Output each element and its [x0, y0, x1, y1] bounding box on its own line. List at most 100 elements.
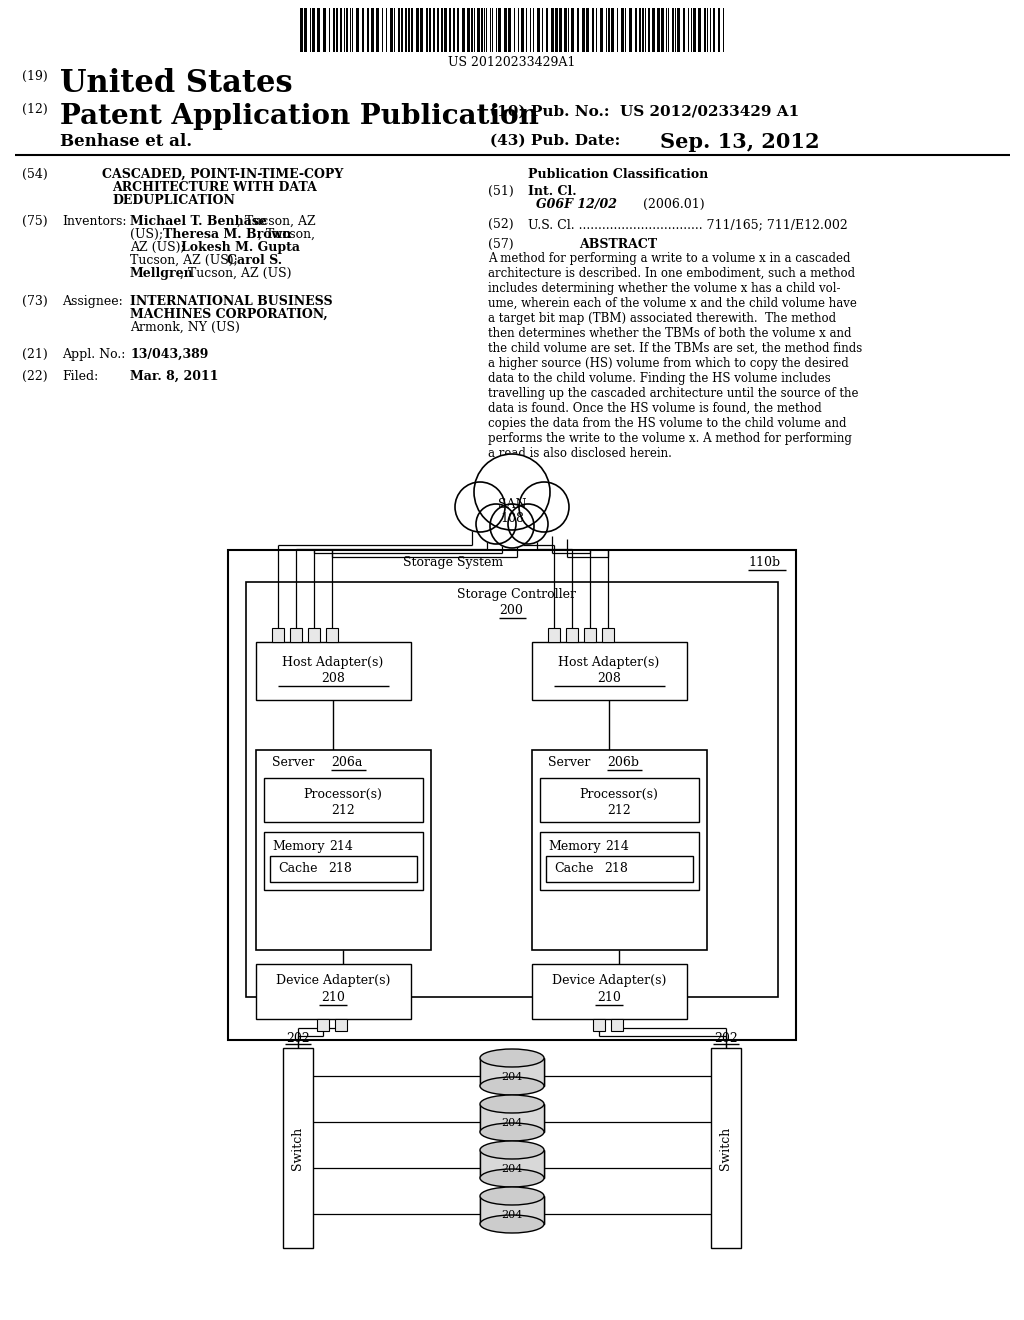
Bar	[379, 8, 382, 51]
Bar	[718, 8, 720, 51]
Text: Theresa M. Brown: Theresa M. Brown	[163, 228, 292, 242]
Bar	[290, 628, 302, 642]
Ellipse shape	[480, 1140, 544, 1159]
Bar	[574, 8, 577, 51]
Text: Publication Classification: Publication Classification	[528, 168, 709, 181]
Ellipse shape	[480, 1123, 544, 1140]
Bar	[317, 8, 319, 51]
Text: G06F 12/02: G06F 12/02	[536, 198, 617, 211]
Bar	[548, 628, 560, 642]
Bar	[426, 8, 428, 51]
Bar	[330, 8, 333, 51]
Text: MACHINES CORPORATION,: MACHINES CORPORATION,	[130, 308, 328, 321]
Bar	[326, 628, 338, 642]
Bar	[577, 8, 579, 51]
Text: United States: United States	[60, 69, 293, 99]
Bar	[540, 777, 699, 822]
Bar	[340, 8, 342, 51]
Text: Mar. 8, 2011: Mar. 8, 2011	[130, 370, 218, 383]
Bar	[342, 8, 344, 51]
Bar	[566, 628, 578, 642]
Text: Armonk, NY (US): Armonk, NY (US)	[130, 321, 240, 334]
Text: DEDUPLICATION: DEDUPLICATION	[112, 194, 234, 207]
Bar	[579, 8, 582, 51]
Text: Appl. No.:: Appl. No.:	[62, 348, 125, 360]
Bar	[708, 8, 710, 51]
Text: 202: 202	[714, 1032, 738, 1045]
Bar	[411, 8, 413, 51]
Bar	[398, 8, 400, 51]
Bar	[480, 1059, 544, 1086]
Bar	[635, 8, 637, 51]
Bar	[429, 8, 431, 51]
Text: Host Adapter(s): Host Adapter(s)	[558, 656, 659, 669]
Bar	[519, 8, 521, 51]
Bar	[532, 964, 687, 1019]
Text: Cache: Cache	[554, 862, 594, 875]
Bar	[228, 550, 796, 1040]
Bar	[711, 1048, 741, 1247]
Bar	[338, 8, 340, 51]
Bar	[416, 8, 419, 51]
Circle shape	[455, 482, 505, 532]
Bar	[521, 8, 524, 51]
Bar	[256, 642, 411, 700]
Bar	[420, 8, 423, 51]
Bar	[462, 8, 465, 51]
Bar	[611, 8, 614, 51]
Text: ARCHITECTURE WITH DATA: ARCHITECTURE WITH DATA	[112, 181, 316, 194]
Bar	[283, 1048, 313, 1247]
Bar	[323, 8, 326, 51]
Bar	[705, 8, 706, 51]
Text: Mellgren: Mellgren	[130, 267, 194, 280]
Bar	[600, 8, 603, 51]
Bar	[390, 8, 393, 51]
Text: (54): (54)	[22, 168, 48, 181]
Bar	[356, 8, 359, 51]
Bar	[467, 8, 470, 51]
Text: ABSTRACT: ABSTRACT	[579, 238, 657, 251]
Bar	[493, 8, 496, 51]
Bar	[308, 628, 319, 642]
Bar	[401, 8, 403, 51]
Bar	[346, 8, 348, 51]
Bar	[543, 8, 546, 51]
Bar	[655, 8, 657, 51]
Bar	[515, 8, 518, 51]
Bar	[511, 8, 514, 51]
Text: (52): (52)	[488, 218, 514, 231]
Text: Device Adapter(s): Device Adapter(s)	[275, 974, 390, 987]
Text: (US);: (US);	[130, 228, 167, 242]
Bar	[498, 8, 501, 51]
Text: A method for performing a write to a volume x in a cascaded
architecture is desc: A method for performing a write to a vol…	[488, 252, 862, 459]
Text: Memory: Memory	[272, 840, 325, 853]
Bar	[693, 8, 696, 51]
Bar	[383, 8, 386, 51]
Bar	[701, 8, 705, 51]
Bar	[608, 8, 610, 51]
Bar	[307, 8, 310, 51]
Bar	[315, 8, 317, 51]
Bar	[594, 8, 596, 51]
Bar	[540, 832, 699, 890]
Bar	[475, 8, 477, 51]
Bar	[480, 1104, 544, 1133]
Text: 110b: 110b	[748, 556, 780, 569]
Bar	[534, 8, 537, 51]
Text: Host Adapter(s): Host Adapter(s)	[283, 656, 384, 669]
Text: 212: 212	[331, 804, 355, 817]
Bar	[603, 8, 606, 51]
Text: Sep. 13, 2012: Sep. 13, 2012	[660, 132, 819, 152]
Bar	[437, 8, 439, 51]
Bar	[465, 8, 467, 51]
Circle shape	[508, 504, 548, 544]
Bar	[597, 8, 600, 51]
Ellipse shape	[480, 1170, 544, 1187]
Bar	[614, 8, 617, 51]
Text: (10) Pub. No.:  US 2012/0233429 A1: (10) Pub. No.: US 2012/0233429 A1	[490, 106, 800, 119]
Bar	[480, 1196, 544, 1224]
Text: Benhase et al.: Benhase et al.	[60, 133, 193, 150]
Bar	[562, 8, 564, 51]
Text: , Tucson, AZ: , Tucson, AZ	[237, 215, 315, 228]
Text: (21): (21)	[22, 348, 48, 360]
